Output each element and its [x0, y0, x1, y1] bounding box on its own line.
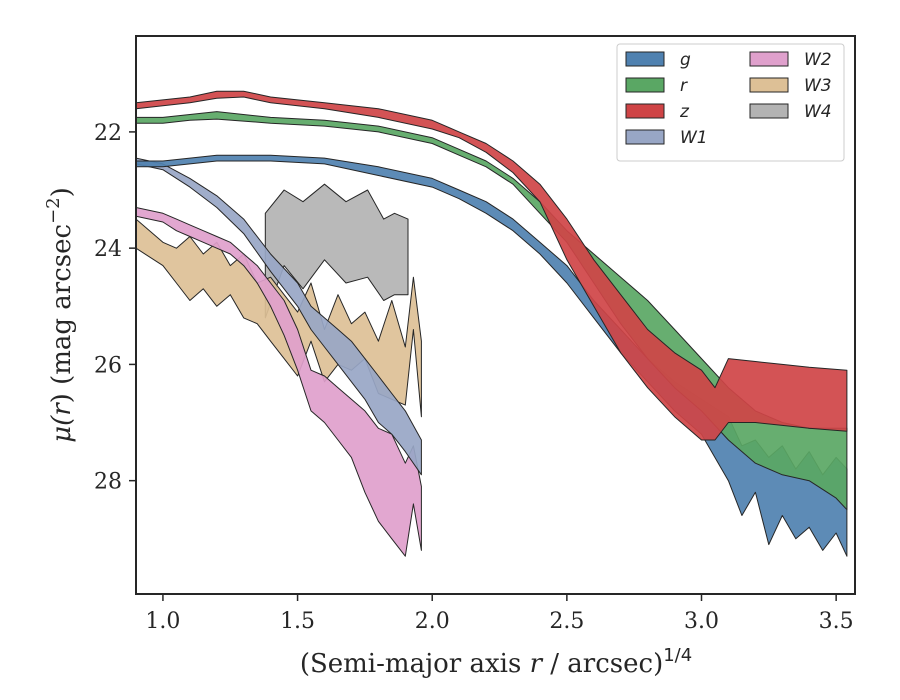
- series-band-g: [136, 154, 848, 557]
- legend-swatch-g: [625, 51, 665, 67]
- series-band-w1: [136, 157, 422, 476]
- legend-label-w1: W1: [680, 128, 708, 148]
- series-band-z: [136, 90, 848, 441]
- x-axis-ticks: 1.0 1.5 2.0 2.5 3.0 3.5: [145, 594, 854, 634]
- legend-label-w3: W3: [804, 76, 832, 96]
- legend-swatch-w4: [749, 103, 789, 119]
- legend-swatch-w1: [625, 129, 665, 145]
- series-band-w2: [136, 207, 422, 557]
- y-axis-ticks: 22 24 26 28: [94, 121, 136, 495]
- series-band-r: [136, 111, 848, 511]
- legend-label-z: z: [679, 102, 690, 122]
- x-axis-label: (Semi-major axis r / arcsec)1/4: [300, 645, 692, 679]
- y-tick-label: 26: [94, 353, 122, 378]
- legend-swatch-w2: [749, 51, 789, 67]
- x-tick-label: 2.5: [549, 609, 584, 634]
- legend-label-g: g: [680, 50, 691, 70]
- legend-swatch-z: [625, 103, 665, 119]
- legend-box: [616, 43, 845, 162]
- y-tick-label: 22: [94, 121, 122, 146]
- x-tick-label: 1.5: [280, 609, 315, 634]
- series-layer: [136, 90, 848, 557]
- legend-swatch-r: [625, 77, 665, 93]
- y-tick-label: 24: [94, 237, 122, 262]
- x-tick-label: 3.5: [819, 609, 854, 634]
- legend-label-w4: W4: [804, 102, 832, 122]
- legend: grz W1 W2 W3 W4: [616, 43, 845, 162]
- x-tick-label: 1.0: [145, 609, 180, 634]
- plot-frame: [135, 35, 856, 595]
- y-tick-label: 28: [94, 470, 122, 495]
- x-tick-label: 2.0: [415, 609, 450, 634]
- series-band-w4: [264, 183, 409, 319]
- legend-label-w2: W2: [804, 50, 832, 70]
- y-axis-label: μ(r) (mag arcsec−2): [43, 187, 77, 443]
- legend-label-r: r: [680, 76, 688, 96]
- x-tick-label: 3.0: [684, 609, 719, 634]
- legend-swatch-w3: [749, 77, 789, 93]
